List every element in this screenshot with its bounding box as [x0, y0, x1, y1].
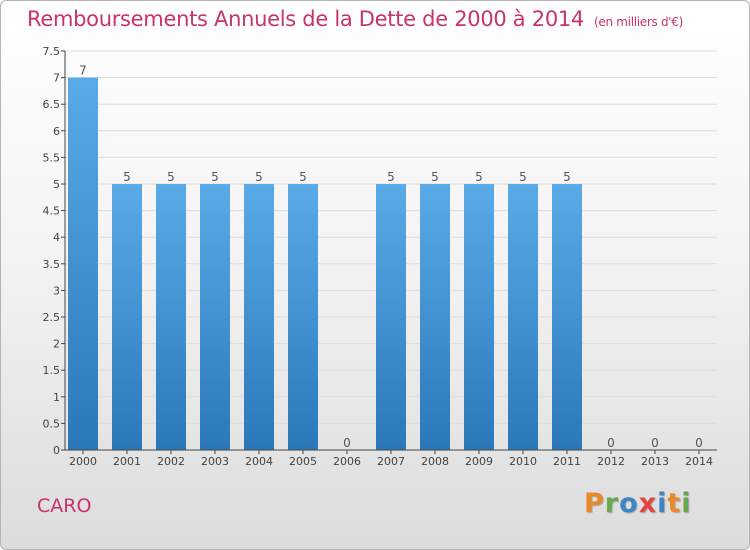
- y-tick-label: 6: [53, 125, 60, 138]
- y-tick-label: 2: [53, 338, 60, 351]
- x-tick-label: 2005: [289, 455, 317, 468]
- data-label: 5: [475, 170, 483, 184]
- y-tick-label: 0: [53, 444, 60, 457]
- data-label: 5: [123, 170, 131, 184]
- data-label: 5: [211, 170, 219, 184]
- bar: [244, 184, 274, 450]
- y-tick-label: 6.5: [43, 98, 61, 111]
- data-label: 7: [79, 64, 87, 78]
- chart-title: Remboursements Annuels de la Dette de 20…: [27, 7, 683, 31]
- logo-letter: x: [638, 488, 658, 519]
- chart-unit: (en milliers d'€): [594, 15, 684, 29]
- data-label: 5: [255, 170, 263, 184]
- y-tick-label: 1.5: [43, 364, 61, 377]
- y-tick-label: 5: [53, 178, 60, 191]
- logo-letter: t: [667, 488, 682, 519]
- x-tick-label: 2003: [201, 455, 229, 468]
- y-tick-label: 5.5: [43, 151, 61, 164]
- x-tick-label: 2013: [641, 455, 669, 468]
- data-label: 5: [519, 170, 527, 184]
- proxiti-logo: Proxiti: [584, 488, 692, 519]
- bars: [68, 77, 582, 450]
- y-tick-label: 4: [53, 231, 60, 244]
- city-name: CARO: [37, 495, 92, 517]
- bar: [68, 77, 98, 450]
- y-tick-label: 4.5: [43, 205, 61, 218]
- logo-letter: P: [584, 488, 605, 519]
- x-tick-label: 2006: [333, 455, 361, 468]
- bar: [156, 184, 186, 450]
- bar: [464, 184, 494, 450]
- y-tick-label: 1: [53, 391, 60, 404]
- data-label: 0: [607, 436, 615, 450]
- logo-letter: o: [619, 488, 639, 519]
- bar: [508, 184, 538, 450]
- x-tick-label: 2000: [69, 455, 97, 468]
- data-label: 5: [431, 170, 439, 184]
- y-tick-label: 3: [53, 284, 60, 297]
- y-tick-label: 7.5: [43, 45, 61, 58]
- data-label: 0: [651, 436, 659, 450]
- bar: [112, 184, 142, 450]
- x-tick-label: 2010: [509, 455, 537, 468]
- bar: [552, 184, 582, 450]
- y-tick-label: 2.5: [43, 311, 61, 324]
- data-label: 0: [343, 436, 351, 450]
- y-tick-label: 0.5: [43, 417, 61, 430]
- y-tick-label: 7: [53, 72, 60, 85]
- x-tick-label: 2011: [553, 455, 581, 468]
- y-tick-label: 3.5: [43, 258, 61, 271]
- data-label: 5: [299, 170, 307, 184]
- data-label: 5: [563, 170, 571, 184]
- x-tick-label: 2004: [245, 455, 273, 468]
- bar: [376, 184, 406, 450]
- x-tick-label: 2012: [597, 455, 625, 468]
- bar: [200, 184, 230, 450]
- axes: [61, 50, 717, 454]
- x-tick-label: 2014: [685, 455, 713, 468]
- logo-letter: r: [604, 488, 620, 519]
- data-label: 5: [167, 170, 175, 184]
- x-tick-label: 2001: [113, 455, 141, 468]
- labels: 0 0.5 1 1.5 2 2.5 3 3.5 4 4.5 5 5.5 6 6.5 7 7.5 7 2000 5 20…: [43, 45, 714, 468]
- bar: [288, 184, 318, 450]
- chart-title-text: Remboursements Annuels de la Dette de 20…: [27, 7, 584, 31]
- logo-letter: i: [681, 488, 692, 519]
- data-label: 0: [695, 436, 703, 450]
- x-tick-label: 2008: [421, 455, 449, 468]
- x-tick-label: 2007: [377, 455, 405, 468]
- x-tick-label: 2009: [465, 455, 493, 468]
- bar: [420, 184, 450, 450]
- data-label: 5: [387, 170, 395, 184]
- logo-letter: i: [657, 488, 668, 519]
- x-tick-label: 2002: [157, 455, 185, 468]
